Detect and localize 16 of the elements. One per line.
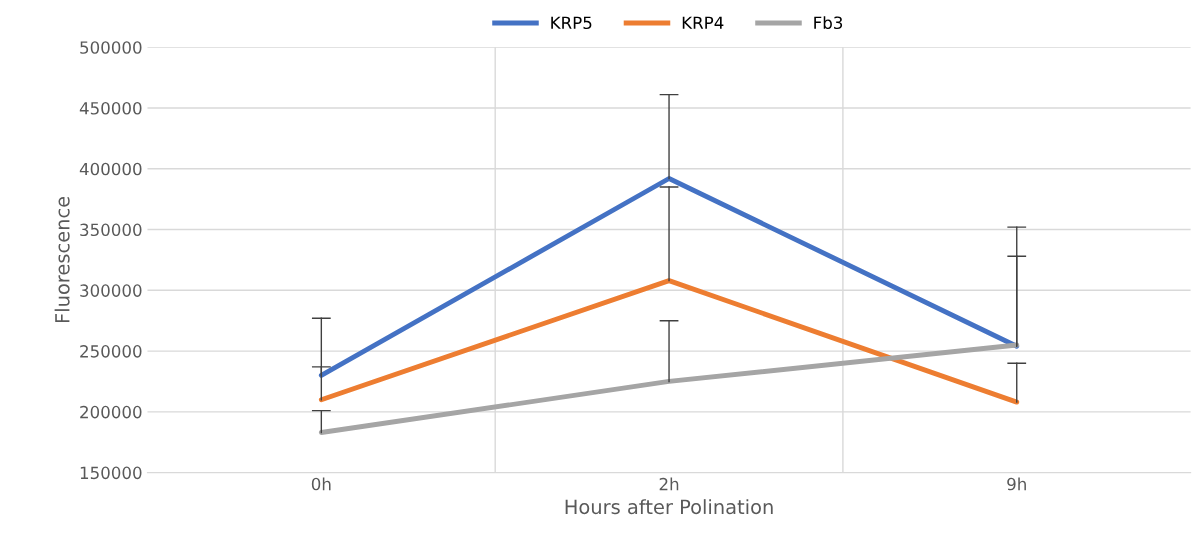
- x-tick-label: 9h: [1007, 477, 1026, 491]
- legend-label: Fb3: [814, 16, 843, 30]
- y-tick-label: 400000: [79, 162, 142, 176]
- y-tick-label: 300000: [80, 284, 142, 297]
- x-axis-title: Hours after Polination: [565, 499, 773, 515]
- x-tick-label: 0h: [311, 477, 331, 491]
- y-axis-title: Fluorescence: [54, 196, 70, 323]
- y-tick-label: 250000: [80, 345, 142, 358]
- x-tick-label: 2h: [659, 477, 679, 491]
- y-tick-label: 350000: [80, 223, 142, 237]
- y-tick-label: 450000: [79, 101, 142, 115]
- y-tick-label: 200000: [80, 405, 142, 419]
- y-tick-label: 500000: [80, 41, 142, 54]
- legend-label: KRP4: [682, 16, 724, 29]
- legend-label: KRP5: [551, 16, 592, 30]
- y-tick-label: 150000: [80, 466, 142, 480]
